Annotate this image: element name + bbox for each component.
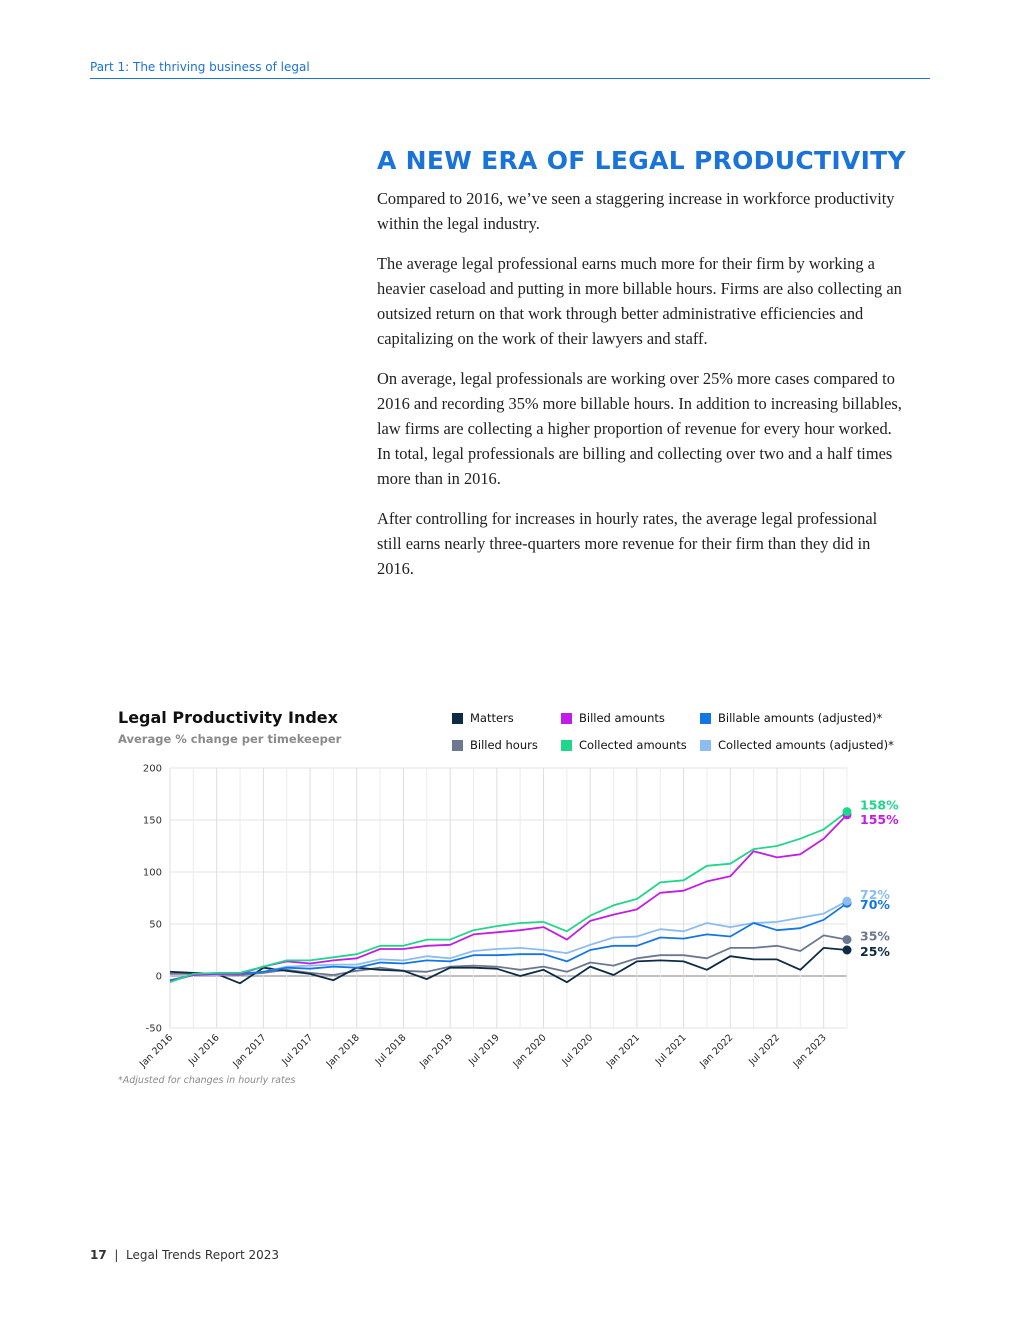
x-tick-label: Jan 2017 <box>230 1032 268 1070</box>
paragraph: After controlling for increases in hourl… <box>377 509 878 578</box>
legend-label: Matters <box>470 711 514 725</box>
x-tick-label: Jul 2016 <box>186 1032 222 1068</box>
legend-item-billed-hours: Billed hours <box>452 738 538 752</box>
x-tick-label: Jul 2020 <box>559 1032 595 1068</box>
paragraph: Compared to 2016, we’ve seen a staggerin… <box>377 189 895 233</box>
series-end-label: 158% <box>860 798 899 813</box>
section-label: Part 1: The thriving business of legal <box>90 60 310 74</box>
page-footer: 17 | Legal Trends Report 2023 <box>90 1248 279 1262</box>
legend-label: Billed amounts <box>579 711 665 725</box>
x-tick-label: Jul 2022 <box>746 1032 782 1068</box>
legend-label: Billed hours <box>470 738 538 752</box>
series-end-label: 70% <box>860 897 890 912</box>
y-tick-label: -50 <box>146 1024 162 1035</box>
legend-item-collected-amounts: Collected amounts <box>561 738 687 752</box>
x-tick-label: Jul 2017 <box>279 1032 315 1068</box>
legend-item-matters: Matters <box>452 711 514 725</box>
x-tick-label: Jan 2016 <box>137 1032 175 1070</box>
y-tick-label: 100 <box>143 868 162 879</box>
legend-swatch <box>561 739 572 751</box>
series-end-label: 72% <box>860 887 890 902</box>
paragraph: On average, legal professionals are work… <box>377 369 902 488</box>
paragraph: The average legal professional earns muc… <box>377 254 902 348</box>
footer-separator: | <box>110 1248 123 1262</box>
series-end-marker <box>842 945 852 955</box>
series-end-label: 155% <box>860 812 899 827</box>
legend-label: Collected amounts (adjusted)* <box>718 738 894 752</box>
series-end-label: 25% <box>860 944 890 959</box>
legend-swatch <box>561 712 572 724</box>
x-tick-label: Jul 2021 <box>653 1032 689 1068</box>
series-end-marker <box>842 935 852 945</box>
series-end-label: 35% <box>860 929 890 944</box>
chart-title: Legal Productivity Index <box>118 708 338 727</box>
legend-swatch <box>700 712 711 724</box>
legend-swatch <box>452 739 463 751</box>
series-end-marker <box>842 807 852 817</box>
x-tick-label: Jan 2022 <box>697 1032 735 1070</box>
chart-footnote: *Adjusted for changes in hourly rates <box>118 1075 296 1086</box>
legend-label: Collected amounts <box>579 738 687 752</box>
page-number: 17 <box>90 1248 107 1262</box>
series-end-marker <box>842 896 852 906</box>
chart-subtitle: Average % change per timekeeper <box>118 732 342 746</box>
legend-label: Billable amounts (adjusted)* <box>718 711 883 725</box>
x-tick-label: Jul 2018 <box>373 1032 409 1068</box>
article-body: Compared to 2016, we’ve seen a staggerin… <box>377 186 902 596</box>
page-title: A NEW ERA OF LEGAL PRODUCTIVITY <box>377 146 906 175</box>
series-line <box>169 900 848 983</box>
y-tick-label: 150 <box>143 816 162 827</box>
x-tick-label: Jul 2019 <box>466 1032 502 1068</box>
legend-item-billed-amounts: Billed amounts <box>561 711 665 725</box>
series-line <box>169 810 848 984</box>
series-line <box>169 947 848 985</box>
x-tick-label: Jan 2023 <box>791 1032 829 1070</box>
series-line <box>169 902 848 982</box>
x-tick-label: Jan 2018 <box>324 1032 362 1070</box>
legend-item-collected-amounts-adjusted: Collected amounts (adjusted)* <box>700 738 894 752</box>
y-tick-label: 50 <box>149 920 162 931</box>
y-tick-label: 200 <box>143 764 162 775</box>
header-rule <box>90 78 930 79</box>
legend-swatch <box>452 712 463 724</box>
x-tick-label: Jan 2021 <box>604 1032 642 1070</box>
legend-swatch <box>700 739 711 751</box>
y-tick-label: 0 <box>156 972 162 983</box>
x-tick-label: Jan 2020 <box>511 1032 549 1070</box>
report-name: Legal Trends Report 2023 <box>126 1248 280 1262</box>
series-line <box>169 814 848 983</box>
legend-item-billable-amounts-adjusted: Billable amounts (adjusted)* <box>700 711 882 725</box>
x-tick-label: Jan 2019 <box>417 1032 455 1070</box>
